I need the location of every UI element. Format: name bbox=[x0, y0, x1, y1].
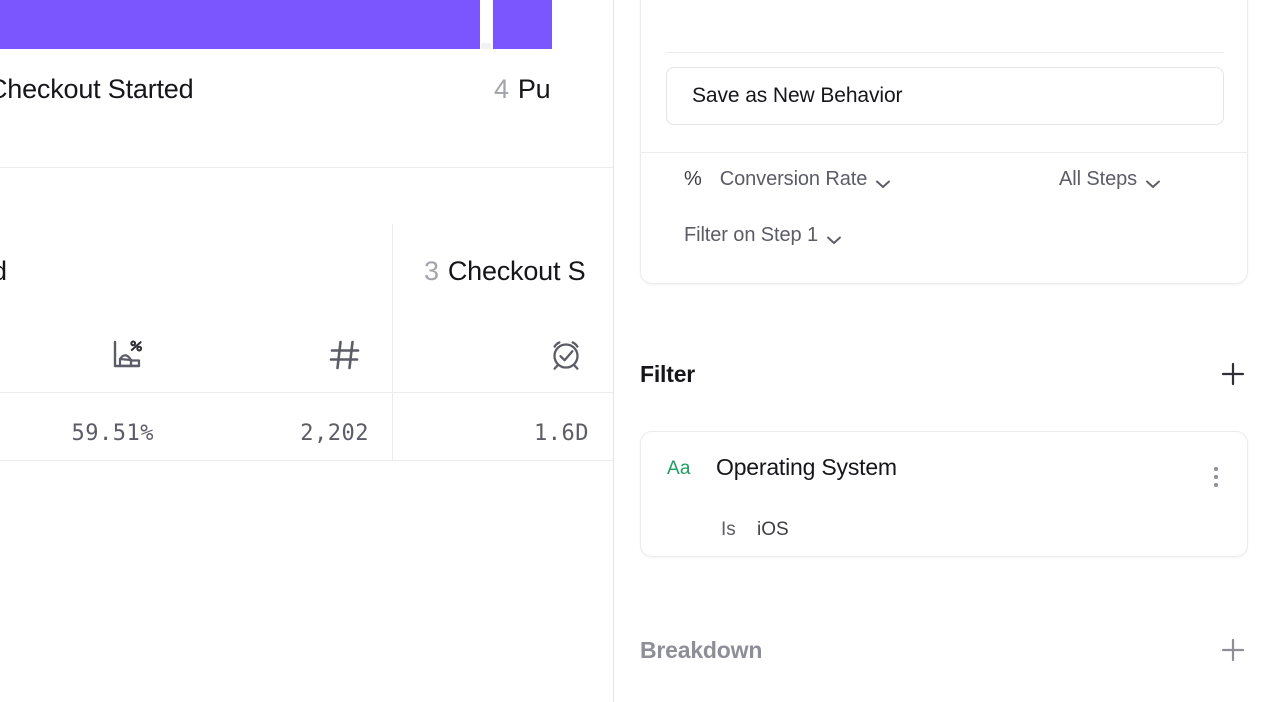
filter-more-options-icon[interactable] bbox=[1205, 462, 1227, 492]
add-filter-button[interactable] bbox=[1218, 359, 1248, 389]
table-row-divider-bottom bbox=[0, 460, 614, 461]
chevron-down-icon bbox=[826, 232, 842, 244]
kebab-dot bbox=[1214, 467, 1218, 471]
funnel-step-4-index: 4 bbox=[494, 74, 509, 104]
steps-scope-label: All Steps bbox=[1059, 168, 1138, 190]
measure-controls-row: % Conversion Rate All Steps bbox=[641, 152, 1247, 208]
add-breakdown-button[interactable] bbox=[1218, 635, 1248, 665]
funnel-metrics-table: d 3 Checkout S bbox=[0, 168, 614, 468]
filter-on-step-label: Filter on Step 1 bbox=[684, 224, 819, 246]
measures-inner-divider bbox=[666, 52, 1224, 53]
filter-section-title: Filter bbox=[640, 360, 696, 387]
filter-value-label[interactable]: iOS bbox=[757, 519, 789, 540]
funnel-step-label-4[interactable]: 4 Pu bbox=[494, 74, 551, 104]
steps-scope-dropdown[interactable]: All Steps bbox=[1059, 168, 1161, 191]
table-row-divider-top bbox=[0, 392, 614, 393]
filter-on-step-dropdown[interactable]: Filter on Step 1 bbox=[684, 224, 842, 247]
conversion-rate-icon[interactable] bbox=[104, 332, 150, 378]
kebab-dot bbox=[1214, 475, 1218, 479]
median-time-to-convert-icon[interactable] bbox=[543, 332, 589, 378]
count-hash-icon[interactable] bbox=[322, 332, 368, 378]
filter-section-header: Filter bbox=[640, 352, 1248, 396]
measure-type-dropdown[interactable]: % Conversion Rate bbox=[684, 168, 891, 191]
chevron-down-icon bbox=[1145, 176, 1161, 188]
funnel-step-4-name: Pu bbox=[517, 74, 551, 104]
metrics-group-header-left: d bbox=[0, 258, 7, 285]
funnel-chart-panel: Checkout Started 4 Pu d 3 Checkout S bbox=[0, 0, 614, 702]
table-column-divider bbox=[392, 224, 393, 461]
breakdown-section-header: Breakdown bbox=[640, 628, 1248, 672]
funnel-bar-chart bbox=[0, 0, 614, 49]
kebab-dot bbox=[1214, 483, 1218, 487]
metric-value-count: 2,202 bbox=[300, 421, 369, 446]
filter-operator-label[interactable]: Is bbox=[721, 519, 736, 540]
funnel-settings-panel: Save as New Behavior % Conversion Rate A… bbox=[614, 0, 1270, 702]
metric-value-conversion-rate: 59.51% bbox=[71, 421, 154, 446]
funnel-step-label-3[interactable]: Checkout Started bbox=[0, 74, 194, 104]
filter-condition-row: Is iOS bbox=[641, 512, 1249, 548]
filter-type-text-icon: Aa bbox=[667, 458, 691, 479]
filter-step-controls-row: Filter on Step 1 bbox=[641, 208, 1247, 264]
save-as-new-behavior-input[interactable]: Save as New Behavior bbox=[666, 67, 1224, 125]
percent-icon: % bbox=[684, 168, 702, 190]
metrics-group-header-right: 3 Checkout S bbox=[424, 256, 586, 286]
funnel-step-labels: Checkout Started 4 Pu bbox=[0, 49, 614, 168]
funnel-bar-step-3[interactable] bbox=[0, 0, 480, 49]
measure-type-label: Conversion Rate bbox=[719, 168, 868, 190]
funnel-step-3-name: Checkout Started bbox=[0, 74, 194, 104]
metrics-group-left-label: d bbox=[0, 256, 7, 286]
breakdown-section-title: Breakdown bbox=[640, 636, 763, 663]
metric-value-median-time: 1.6D bbox=[534, 421, 589, 446]
filter-property-row: Aa Operating System bbox=[641, 446, 1249, 494]
filter-property-name[interactable]: Operating System bbox=[716, 454, 897, 480]
chevron-down-icon bbox=[875, 176, 891, 188]
steps-row-divider bbox=[0, 167, 614, 168]
metrics-group-right-label: Checkout S bbox=[447, 256, 586, 286]
funnel-bar-track-step-4 bbox=[481, 43, 491, 49]
measures-card: Save as New Behavior % Conversion Rate A… bbox=[640, 0, 1248, 284]
funnel-bar-step-4[interactable] bbox=[493, 0, 552, 49]
metrics-group-right-index: 3 bbox=[424, 256, 439, 286]
filter-item-card[interactable]: Aa Operating System Is iOS bbox=[640, 431, 1248, 557]
measures-section-divider bbox=[641, 152, 1247, 153]
panel-divider bbox=[613, 0, 614, 702]
save-as-new-behavior-label: Save as New Behavior bbox=[692, 84, 903, 107]
